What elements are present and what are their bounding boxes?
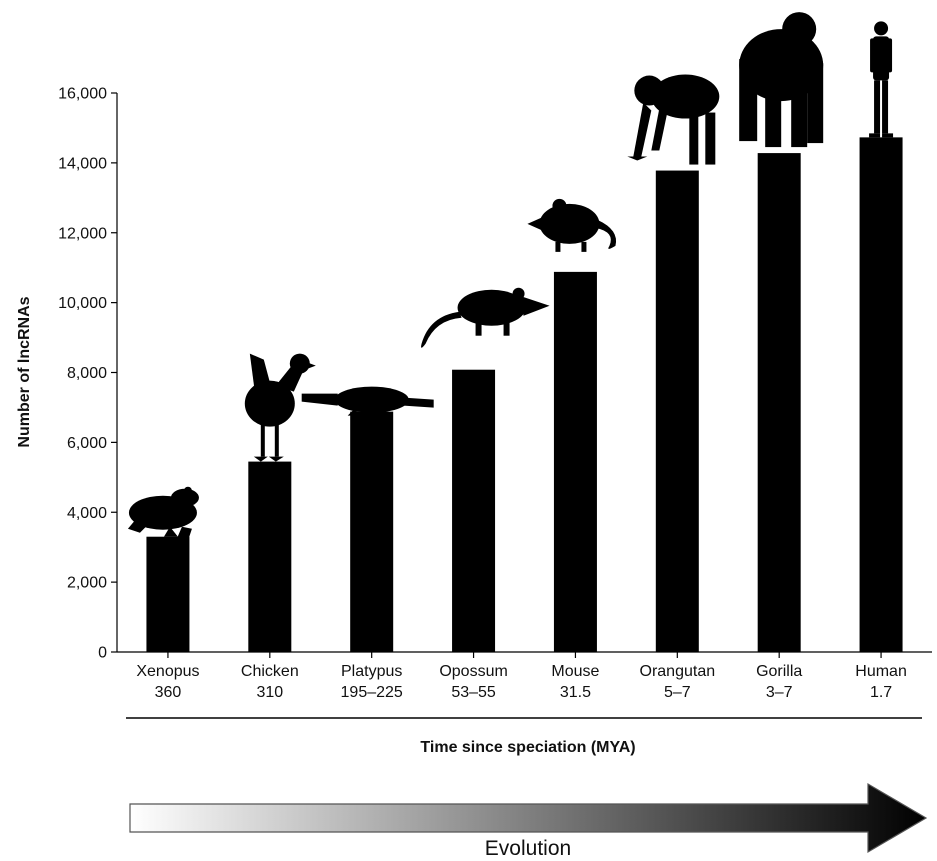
y-tick-label: 2,000 (67, 575, 107, 592)
x-tick-label-chicken: Chicken (241, 663, 299, 680)
evolution-arrow: Evolution (129, 782, 928, 860)
y-axis-title: Number of lncRNAs (16, 296, 33, 447)
evolution-label: Evolution (485, 837, 571, 860)
x-tick-time-xenopus: 360 (155, 684, 182, 701)
y-tick-label: 4,000 (67, 505, 107, 522)
plot-area: 0 2,000 4,000 6,000 8,000 10,000 12,000 14,000 1… (58, 86, 932, 701)
x-tick-label-platypus: Platypus (341, 663, 402, 680)
x-tick-label-xenopus: Xenopus (136, 663, 199, 680)
evolution-arrow-shape (129, 782, 928, 854)
mouse-silhouette (527, 198, 617, 252)
y-tick-label: 0 (98, 645, 107, 662)
y-tick-label: 16,000 (58, 86, 107, 103)
y-tick-label: 6,000 (67, 435, 107, 452)
bar-chicken (248, 461, 292, 652)
y-tick-label: 8,000 (67, 365, 107, 382)
gorilla-silhouette (739, 12, 824, 148)
chicken-silhouette (244, 353, 316, 462)
x-tick-label-mouse: Mouse (551, 663, 599, 680)
bar-platypus (350, 411, 394, 652)
bar-mouse (553, 271, 597, 652)
y-tick-label: 10,000 (58, 295, 107, 312)
x-tick-label-human: Human (855, 663, 907, 680)
x-tick-label-opossum: Opossum (439, 663, 507, 680)
x-tick-time-opossum: 53–55 (451, 684, 496, 701)
orangutan-silhouette (627, 74, 720, 165)
animal-silhouettes (127, 12, 894, 541)
x-tick-time-mouse: 31.5 (560, 684, 591, 701)
bar-gorilla (757, 153, 801, 652)
x-axis-title: Time since speciation (MYA) (420, 739, 635, 756)
x-tick-time-human: 1.7 (870, 684, 892, 701)
bar-human (859, 137, 903, 653)
bar-opossum (452, 369, 496, 652)
x-tick-time-gorilla: 3–7 (766, 684, 793, 701)
y-tick-label: 14,000 (58, 155, 107, 172)
x-tick-label-gorilla: Gorilla (756, 663, 802, 680)
bar-xenopus (146, 536, 190, 652)
opossum-silhouette (421, 287, 550, 348)
y-tick-label: 12,000 (58, 225, 107, 242)
frog-silhouette (127, 486, 199, 541)
x-tick-label-orangutan: Orangutan (640, 663, 716, 680)
human-silhouette (869, 21, 894, 138)
x-tick-time-chicken: 310 (256, 684, 283, 701)
x-tick-time-platypus: 195–225 (341, 684, 403, 701)
x-tick-time-orangutan: 5–7 (664, 684, 691, 701)
platypus-silhouette (301, 386, 434, 416)
bar-orangutan (655, 170, 699, 652)
